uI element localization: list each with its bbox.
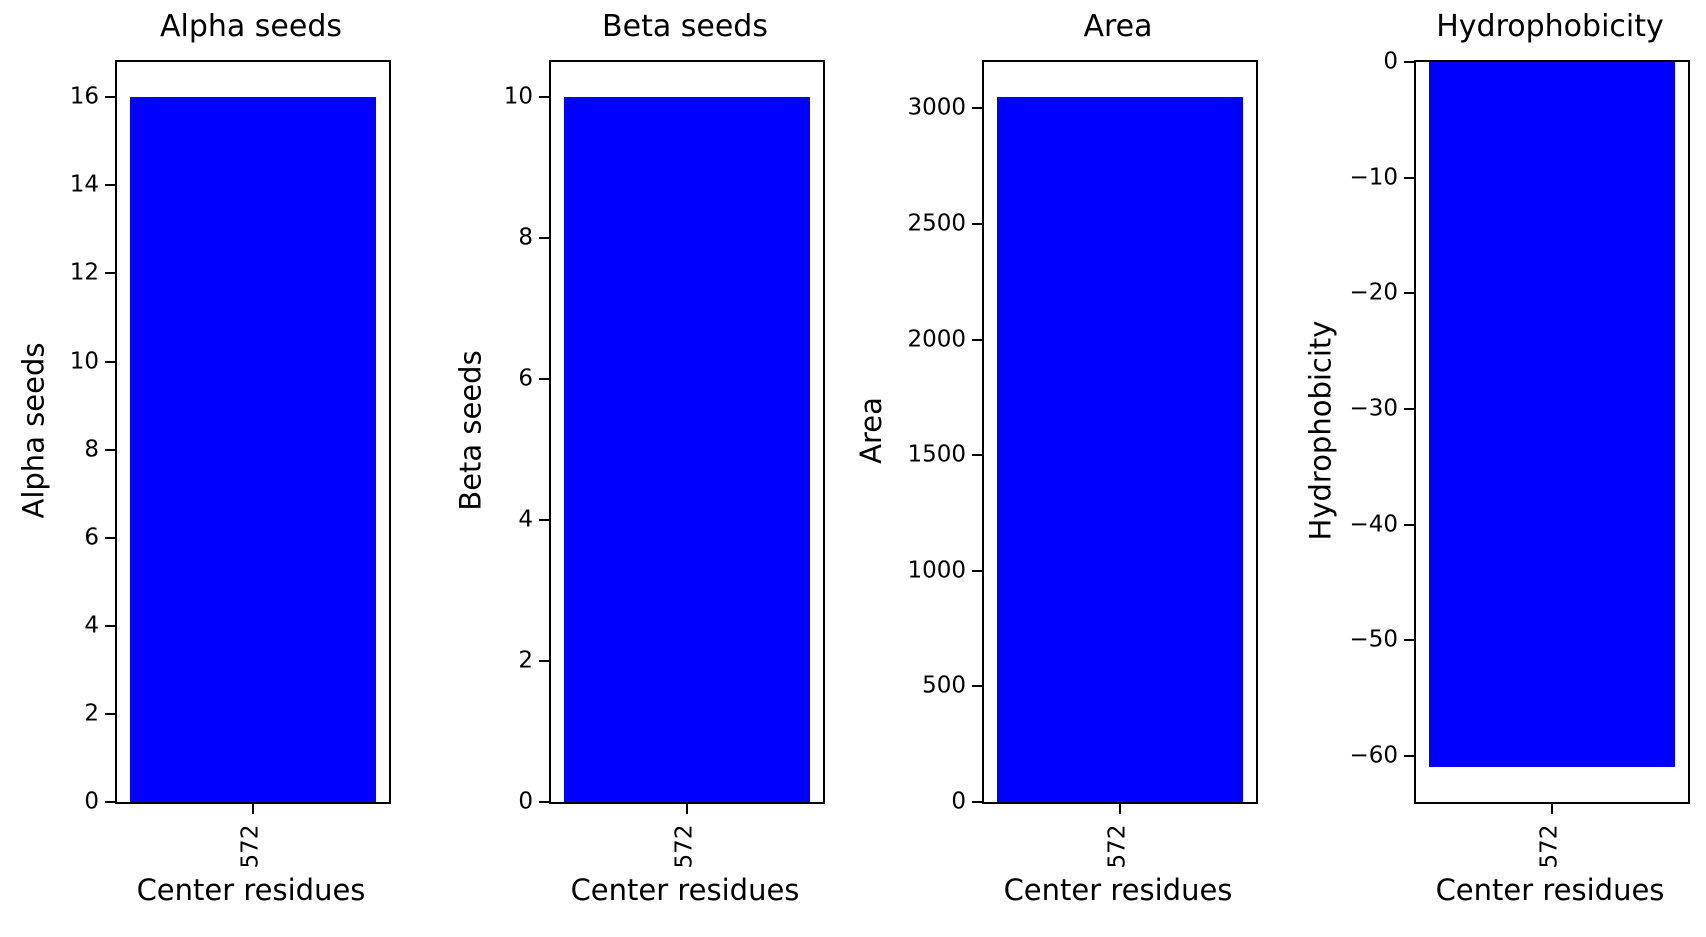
x-tick-label: 572 xyxy=(670,818,700,874)
y-tick-label: −10 xyxy=(1349,164,1398,191)
y-axis-label-text: Alpha seeds xyxy=(16,342,51,518)
y-tick-mark xyxy=(539,378,549,381)
y-tick-label: 10 xyxy=(69,348,99,375)
x-tick-label: 572 xyxy=(1535,818,1565,874)
y-tick-mark xyxy=(1404,523,1414,526)
plot-area: 0 −10 −20 −30 −40 −50 −60 xyxy=(1349,50,1690,814)
y-tick-mark xyxy=(1404,754,1414,757)
y-tick-mark xyxy=(1404,61,1414,63)
y-tick-mark xyxy=(105,96,115,99)
chart-title: Hydrophobicity xyxy=(1436,9,1664,44)
y-tick-mark xyxy=(972,222,982,225)
bar-572 xyxy=(563,97,811,802)
y-tick-label: 0 xyxy=(951,788,966,815)
y-tick-mark xyxy=(539,237,549,240)
y-tick-mark xyxy=(105,184,115,187)
y-tick-label: −20 xyxy=(1349,279,1398,306)
y-tick-mark xyxy=(105,624,115,627)
x-tick-label: 572 xyxy=(236,818,266,874)
y-tick-mark xyxy=(1404,407,1414,410)
y-tick-mark xyxy=(105,360,115,363)
y-tick-mark xyxy=(972,685,982,688)
plot-area: 0 2 4 6 8 10 12 14 16 xyxy=(70,60,391,814)
y-tick-label: 1000 xyxy=(907,557,966,584)
y-tick-mark xyxy=(972,454,982,457)
y-tick-label: 500 xyxy=(922,672,966,699)
x-tick-mark xyxy=(686,804,688,814)
y-tick-mark xyxy=(539,801,549,803)
y-tick-mark xyxy=(539,519,549,522)
y-tick-label: −40 xyxy=(1349,511,1398,537)
y-axis-label: Beta seeds xyxy=(451,60,491,800)
y-tick-mark xyxy=(972,338,982,341)
x-tick-label-text: 572 xyxy=(1104,824,1131,868)
x-axis-label: Center residues xyxy=(1435,873,1665,907)
y-tick-mark xyxy=(1404,292,1414,295)
y-axis-label-text: Beta seeds xyxy=(453,349,488,511)
y-tick-mark xyxy=(105,801,115,803)
x-tick-label-text: 572 xyxy=(237,824,264,868)
y-tick-label: −50 xyxy=(1349,626,1398,653)
y-tick-label: 0 xyxy=(1383,48,1398,75)
x-tick-mark xyxy=(252,804,254,814)
bar-572 xyxy=(129,97,377,802)
y-tick-label: 8 xyxy=(84,436,99,463)
y-tick-label: 6 xyxy=(518,365,533,392)
y-tick-mark xyxy=(105,712,115,715)
x-tick-label: 572 xyxy=(1103,818,1133,874)
y-tick-label: 0 xyxy=(518,788,533,815)
y-tick-label: 4 xyxy=(84,612,99,639)
y-axis-label: Hydrophobicity xyxy=(1301,60,1341,800)
y-tick-label: 2 xyxy=(518,647,533,674)
y-tick-label: 16 xyxy=(69,83,99,110)
y-tick-mark xyxy=(1404,639,1414,642)
y-tick-label: 1500 xyxy=(907,441,966,468)
x-tick-label-text: 572 xyxy=(1536,824,1563,868)
y-tick-mark xyxy=(972,801,982,803)
x-axis-label: Center residues xyxy=(1003,873,1233,907)
y-axis-label-text: Hydrophobicity xyxy=(1303,320,1338,540)
y-tick-mark xyxy=(105,536,115,539)
y-tick-label: −60 xyxy=(1349,742,1398,769)
y-tick-label: 0 xyxy=(84,788,99,815)
y-tick-mark xyxy=(105,448,115,451)
x-tick-label-text: 572 xyxy=(671,824,698,868)
y-tick-label: 2 xyxy=(84,700,99,727)
y-tick-label: −30 xyxy=(1349,395,1398,422)
bar-572 xyxy=(996,96,1244,802)
x-axis-label: Center residues xyxy=(136,873,366,907)
chart-title: Area xyxy=(1083,9,1153,44)
y-tick-mark xyxy=(539,96,549,99)
plot-area: 0 2 4 6 8 10 xyxy=(504,60,825,814)
y-axis-label: Alpha seeds xyxy=(14,60,54,800)
y-tick-label: 2000 xyxy=(907,326,966,352)
y-tick-mark xyxy=(972,569,982,572)
y-tick-mark xyxy=(105,272,115,275)
y-tick-label: 3000 xyxy=(907,94,966,121)
x-tick-mark xyxy=(1551,804,1553,814)
y-tick-label: 12 xyxy=(69,259,99,286)
y-tick-label: 10 xyxy=(503,83,533,110)
bar-572 xyxy=(1428,62,1676,768)
y-axis-label-text: Area xyxy=(853,396,888,464)
x-axis-label: Center residues xyxy=(570,873,800,907)
chart-title: Alpha seeds xyxy=(159,9,343,44)
chart-title: Beta seeds xyxy=(602,9,768,44)
y-tick-label: 2500 xyxy=(907,210,966,237)
y-tick-mark xyxy=(539,660,549,663)
y-tick-mark xyxy=(1404,176,1414,179)
y-axis-label: Area xyxy=(851,60,891,800)
x-tick-mark xyxy=(1119,804,1121,814)
y-tick-label: 4 xyxy=(518,506,533,533)
y-tick-label: 14 xyxy=(69,171,99,198)
y-tick-label: 6 xyxy=(84,524,99,551)
plot-area: 0 500 1000 1500 2000 2500 3000 xyxy=(907,60,1258,814)
y-tick-label: 8 xyxy=(518,224,533,251)
y-tick-mark xyxy=(972,107,982,110)
